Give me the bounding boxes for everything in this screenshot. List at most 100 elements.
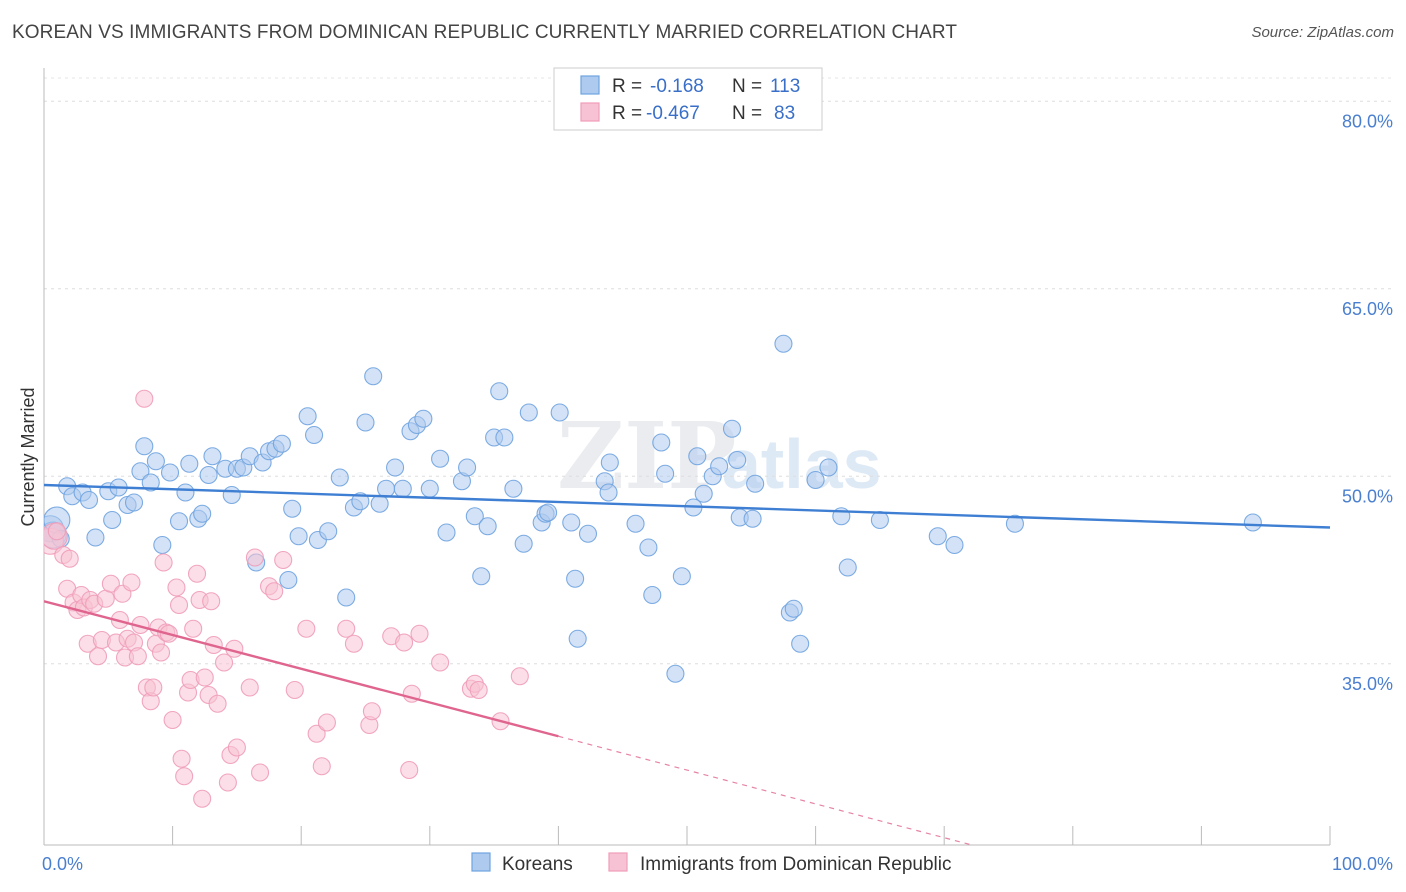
point-dominican	[240, 678, 259, 697]
stat-r-value-dominican: -0.467	[646, 103, 700, 124]
stats-legend-box: R = -0.168 N = 113 R = -0.467 N = 83	[553, 67, 823, 131]
point-korean	[710, 457, 729, 476]
point-korean	[652, 433, 671, 452]
trend-line-dominican	[44, 600, 559, 738]
point-korean	[490, 382, 509, 401]
point-dominican	[317, 713, 336, 732]
point-korean	[472, 567, 491, 586]
point-korean	[656, 464, 675, 483]
y-axis-label: Currently Married	[18, 387, 38, 526]
point-korean	[722, 419, 742, 438]
point-korean	[169, 512, 189, 531]
stat-r-value-koreans: -0.168	[650, 76, 704, 97]
point-korean	[86, 528, 105, 547]
point-korean	[437, 523, 456, 542]
point-korean	[364, 367, 383, 386]
point-dominican	[227, 738, 246, 757]
point-dominican	[184, 619, 203, 638]
point-korean	[784, 599, 803, 618]
point-dominican	[469, 680, 488, 700]
point-dominican	[510, 667, 529, 686]
point-korean	[356, 413, 375, 432]
trend-line-koreans	[44, 483, 1331, 529]
point-korean	[414, 409, 433, 428]
point-korean	[562, 513, 581, 532]
point-korean	[431, 449, 450, 468]
stats-swatch-dominican	[580, 102, 600, 122]
point-korean	[351, 492, 370, 511]
point-dominican	[101, 574, 120, 593]
point-dominican	[297, 619, 316, 638]
point-dominican	[208, 694, 227, 713]
point-korean	[566, 569, 585, 588]
point-korean	[819, 458, 838, 477]
point-dominican	[193, 789, 212, 808]
point-korean	[458, 458, 477, 477]
point-korean	[550, 403, 569, 422]
point-dominican	[214, 653, 234, 672]
point-korean	[928, 527, 947, 546]
point-korean	[180, 454, 199, 473]
point-dominican	[307, 724, 326, 743]
point-korean	[337, 588, 356, 607]
point-dominican	[195, 668, 214, 687]
point-dominican	[88, 647, 108, 666]
point-dominican	[265, 582, 284, 601]
point-dominican	[96, 589, 115, 608]
point-dominican	[274, 550, 293, 570]
point-dominican	[395, 633, 414, 652]
point-korean	[272, 434, 291, 453]
point-korean	[193, 504, 212, 523]
x-tick-label: 100.0%	[1332, 854, 1393, 874]
point-dominican	[312, 757, 331, 776]
point-korean	[1243, 513, 1262, 532]
point-dominican	[362, 702, 381, 721]
point-dominican	[285, 680, 304, 700]
point-dominican	[128, 647, 147, 666]
point-korean	[141, 473, 160, 492]
point-dominican	[144, 678, 163, 697]
point-dominican	[218, 773, 237, 792]
point-dominican	[245, 548, 264, 567]
point-dominican	[163, 710, 182, 730]
point-korean	[514, 534, 533, 553]
point-korean	[666, 664, 685, 683]
bottom-legend: Koreans Immigrants from Dominican Republ…	[471, 852, 952, 875]
stat-r-label-koreans: R =	[612, 76, 642, 97]
point-dominican	[250, 763, 270, 782]
y-tick-label: 65.0%	[1342, 299, 1393, 319]
point-dominican	[151, 643, 171, 662]
point-korean	[672, 567, 691, 586]
point-korean	[199, 465, 218, 485]
point-korean	[743, 509, 762, 528]
point-dominican	[135, 389, 154, 408]
point-korean	[1005, 514, 1024, 533]
stat-n-value-koreans: 113	[770, 76, 800, 97]
point-korean	[370, 494, 389, 513]
point-korean	[578, 524, 598, 543]
point-korean	[519, 403, 538, 422]
stats-swatch-koreans	[580, 75, 600, 95]
point-korean	[298, 407, 317, 426]
point-korean	[478, 517, 497, 536]
point-dominican	[169, 595, 189, 615]
point-korean	[393, 479, 412, 498]
point-dominican	[167, 578, 186, 597]
point-dominican	[60, 549, 79, 568]
point-dominican	[400, 760, 419, 780]
point-korean	[103, 510, 122, 530]
point-korean	[160, 463, 180, 482]
legend-swatch-koreans	[471, 852, 491, 872]
point-korean	[420, 479, 439, 498]
y-tick-label: 35.0%	[1342, 674, 1393, 694]
point-korean	[124, 493, 144, 512]
stat-n-label-koreans: N =	[732, 76, 762, 97]
stat-n-label-dominican: N =	[732, 103, 762, 124]
data-points	[44, 334, 1262, 808]
point-korean	[305, 425, 324, 445]
point-dominican	[202, 592, 221, 611]
point-korean	[222, 485, 241, 505]
y-tick-label: 80.0%	[1342, 111, 1393, 131]
point-korean	[694, 484, 713, 503]
point-dominican	[175, 767, 194, 786]
